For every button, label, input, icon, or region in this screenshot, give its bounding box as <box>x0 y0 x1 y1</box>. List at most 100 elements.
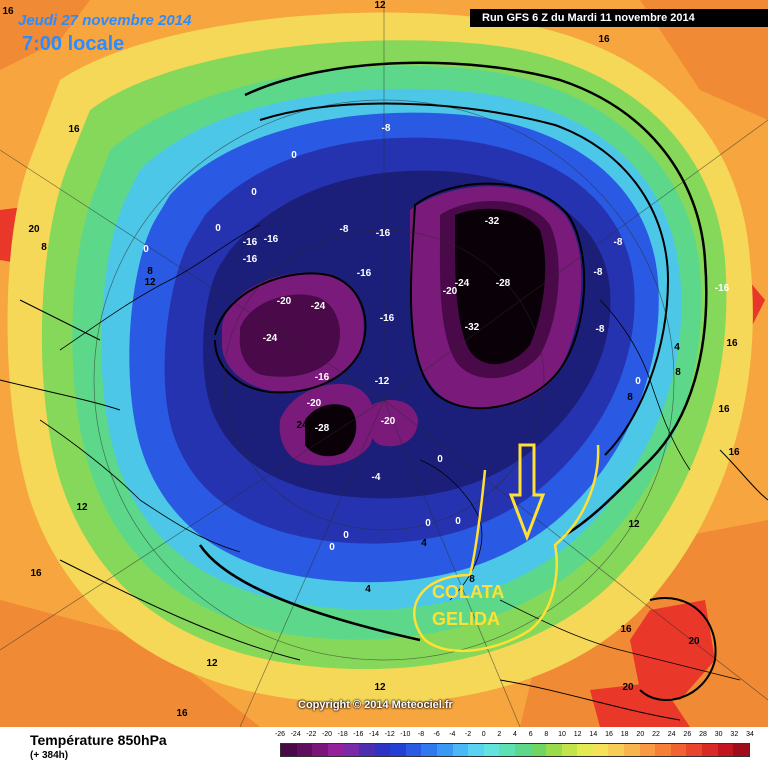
warm-patch-sw <box>0 600 260 727</box>
isotherm-twenty <box>639 597 717 701</box>
legend-swatch <box>592 744 609 756</box>
warm-patch-nw <box>0 0 90 70</box>
annotation-line2: GELIDA <box>432 609 500 629</box>
legend-tick: -14 <box>368 731 380 738</box>
legend-swatch <box>639 744 656 756</box>
legend-swatch <box>312 744 328 756</box>
legend-tick: 2 <box>497 731 502 738</box>
purple-lobe-greenland <box>368 400 418 447</box>
legend-swatch <box>358 744 375 756</box>
isotherm-label: -8 <box>340 224 349 235</box>
legend-tick: -16 <box>353 731 364 738</box>
legend-tick: -4 <box>449 731 456 738</box>
isotherm-minus-twentyfour <box>409 182 586 410</box>
isotherm-label: 16 <box>2 6 14 17</box>
legend-tick: 16 <box>605 731 613 738</box>
isotherm-label: 8 <box>147 266 153 277</box>
isotherm-label: 4 <box>674 342 680 353</box>
isotherm-label: 0 <box>143 244 149 255</box>
legend-swatch <box>421 744 437 756</box>
legend-swatch <box>374 744 391 756</box>
isotherm-label: 20 <box>28 224 40 235</box>
legend-tick: -24 <box>290 731 301 738</box>
legend-tick: 4 <box>513 731 517 738</box>
isotherm-label: -32 <box>485 216 500 227</box>
isotherm-label: 0 <box>343 530 349 541</box>
hot-patch-southeast <box>630 600 715 700</box>
legend-tick: -22 <box>306 731 317 738</box>
isotherm-label: 16 <box>718 404 730 415</box>
isotherm-zero-line <box>198 61 708 642</box>
isotherm-label: -8 <box>594 267 603 278</box>
legend-swatch <box>717 744 734 756</box>
legend-swatch <box>624 744 640 756</box>
cold-outbreak-outline <box>413 444 600 653</box>
isotherm-label: 16 <box>726 338 738 349</box>
isotherm-label: 12 <box>144 277 156 288</box>
isotherm-label: 16 <box>728 447 740 458</box>
legend-swatch <box>452 744 469 756</box>
legend-swatch <box>405 744 422 756</box>
legend-tick: 14 <box>589 731 598 738</box>
legend-tick: 18 <box>620 731 629 738</box>
isotherm-label: 16 <box>598 34 610 45</box>
isotherm-label: 12 <box>374 0 386 11</box>
legend-swatch <box>468 744 484 756</box>
legend-swatch <box>702 744 718 756</box>
legend-tick: 24 <box>667 731 676 738</box>
isotherm-label: 0 <box>437 454 443 465</box>
legend-tick-labels: -26 -24 -22 -20 -18 -16 -14 -12 -10 -8 -6 -4 -2 0 2 4 6 8… <box>275 731 754 743</box>
isotherm-label: -24 <box>311 301 326 312</box>
legend-tick: -26 <box>274 731 286 738</box>
legend-tick: -10 <box>400 731 411 738</box>
legend-swatch <box>546 744 562 756</box>
legend-tick: 34 <box>746 731 754 738</box>
legend-tick: 32 <box>730 731 739 738</box>
isotherm-label: -24 <box>263 333 278 344</box>
legend-swatch <box>670 744 687 756</box>
forecast-time: 7:00 locale <box>22 33 125 55</box>
isotherm-label: 20 <box>622 682 634 693</box>
isotherm-label: 0 <box>455 516 461 527</box>
legend-tick: -6 <box>433 731 440 738</box>
hot-patch-bottom <box>590 682 690 727</box>
legend-tick: 6 <box>528 731 533 738</box>
legend-swatch <box>281 744 297 756</box>
black-core-siberia <box>455 208 546 365</box>
legend-swatch <box>655 744 671 756</box>
isotherm-label: 8 <box>41 242 47 253</box>
isotherm-label: 16 <box>620 624 632 635</box>
isotherm-label: 4 <box>365 584 371 595</box>
isotherm-label: 4 <box>421 538 427 549</box>
isotherm-label: -20 <box>277 296 292 307</box>
annotation-line1: COLATA <box>432 582 504 602</box>
isotherm-label: -32 <box>465 322 480 333</box>
legend-swatch <box>577 744 593 756</box>
isotherm-label: -20 <box>381 416 396 427</box>
color-scale-legend <box>280 743 750 757</box>
legend-swatch <box>483 744 500 756</box>
legend-swatch <box>530 744 547 756</box>
forecast-hour: (+ 384h) <box>30 750 69 761</box>
isotherm-label: -16 <box>264 234 279 245</box>
field-title: Température 850hPa <box>30 732 167 748</box>
isotherm-label: 0 <box>425 518 431 529</box>
legend-tick: -20 <box>321 731 333 738</box>
isotherm-label: 8 <box>627 392 633 403</box>
isotherm-minus-eight <box>259 102 670 456</box>
isotherm-label: -16 <box>243 237 258 248</box>
legend-footer: Température 850hPa (+ 384h) -26 -24 -22 -20… <box>0 727 768 768</box>
legend-swatch <box>686 744 703 756</box>
legend-swatch <box>608 744 625 756</box>
isotherm-label: 16 <box>30 568 42 579</box>
legend-swatch <box>327 744 344 756</box>
legend-swatch <box>514 744 531 756</box>
isotherm-label: 12 <box>628 519 640 530</box>
legend-swatch <box>733 744 749 756</box>
legend-tick: 22 <box>652 731 660 738</box>
isotherm-label: -28 <box>315 423 330 434</box>
isotherm-label: 12 <box>76 502 88 513</box>
legend-swatch <box>499 744 515 756</box>
